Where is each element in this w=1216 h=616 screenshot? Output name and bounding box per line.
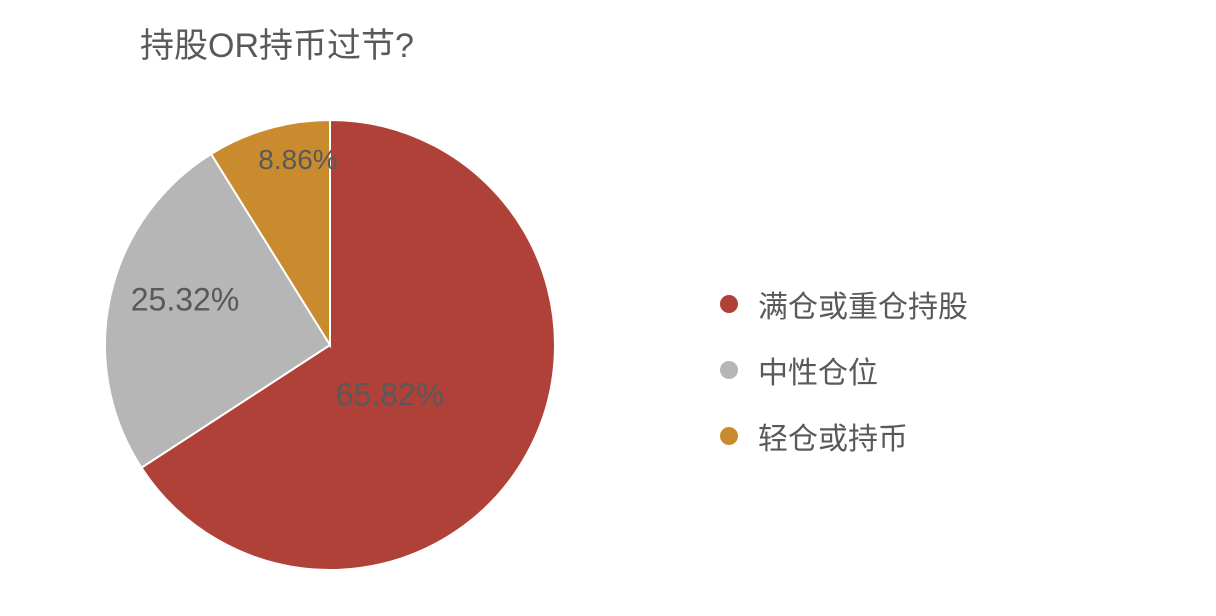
legend-label: 中性仓位 bbox=[758, 348, 878, 392]
legend-item: 中性仓位 bbox=[720, 348, 968, 392]
legend-marker-icon bbox=[720, 295, 738, 313]
chart-title: 持股OR持币过节? bbox=[140, 18, 414, 67]
slice-label: 65.82% bbox=[336, 377, 445, 414]
pie-chart-container: 持股OR持币过节? 满仓或重仓持股中性仓位轻仓或持币 65.82% 25.32% 8… bbox=[0, 0, 1216, 616]
legend-marker-icon bbox=[720, 361, 738, 379]
pie-chart bbox=[100, 115, 560, 575]
slice-label: 8.86% bbox=[258, 144, 337, 176]
legend-item: 满仓或重仓持股 bbox=[720, 282, 968, 326]
slice-label: 25.32% bbox=[131, 282, 240, 319]
chart-legend: 满仓或重仓持股中性仓位轻仓或持币 bbox=[720, 282, 968, 480]
legend-label: 轻仓或持币 bbox=[758, 414, 908, 458]
legend-marker-icon bbox=[720, 427, 738, 445]
legend-label: 满仓或重仓持股 bbox=[758, 282, 968, 326]
legend-item: 轻仓或持币 bbox=[720, 414, 968, 458]
